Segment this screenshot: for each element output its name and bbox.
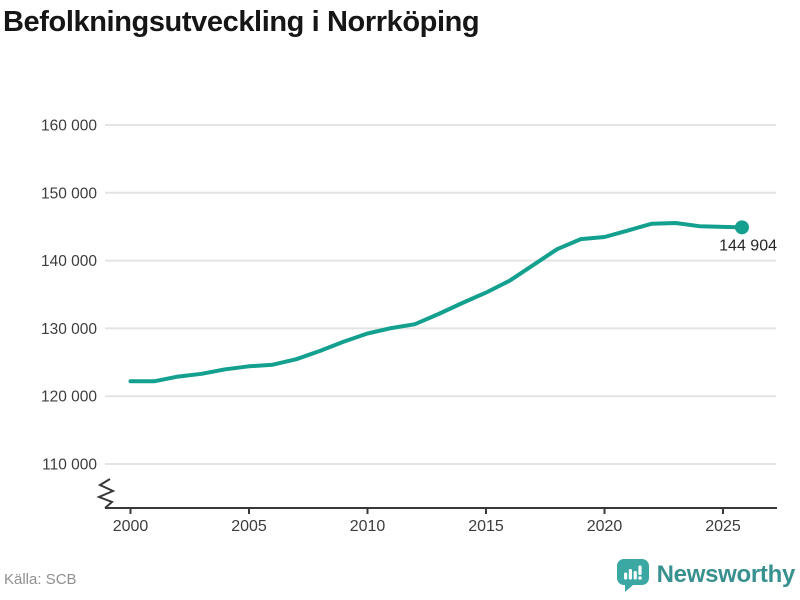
- y-axis-tick-label: 110 000: [42, 457, 97, 474]
- speech-bubble-shape: [616, 559, 649, 592]
- newsworthy-icon: [616, 559, 649, 592]
- bar-chart-glyph: [623, 565, 642, 580]
- axis-break-zigzag: [96, 478, 116, 509]
- x-axis-tick-label: 2010: [350, 518, 386, 535]
- x-axis-tick-label: 2020: [587, 518, 623, 535]
- newsworthy-wordmark: Newsworthy: [656, 561, 796, 588]
- x-axis-tick-label: 2025: [705, 518, 741, 535]
- y-axis-tick-label: 120 000: [41, 389, 97, 406]
- y-axis-tick-label: 150 000: [41, 185, 97, 202]
- y-axis-tick-label: 140 000: [41, 253, 97, 270]
- latest-value-label: 144 904: [719, 237, 777, 254]
- x-axis-tick-label: 2000: [113, 518, 149, 535]
- chart-title: Befolkningsutveckling i Norrköping: [3, 6, 480, 38]
- y-axis-tick-label: 160 000: [41, 118, 97, 135]
- newsworthy-logo: Newsworthy: [616, 558, 795, 592]
- series-end-dot: [734, 220, 749, 235]
- y-axis-tick-label: 130 000: [41, 321, 97, 338]
- x-axis-tick-label: 2005: [231, 518, 267, 535]
- population-series-line: [128, 221, 744, 384]
- source-label: Källa: SCB: [4, 571, 77, 588]
- x-axis-tick-label: 2015: [468, 518, 504, 535]
